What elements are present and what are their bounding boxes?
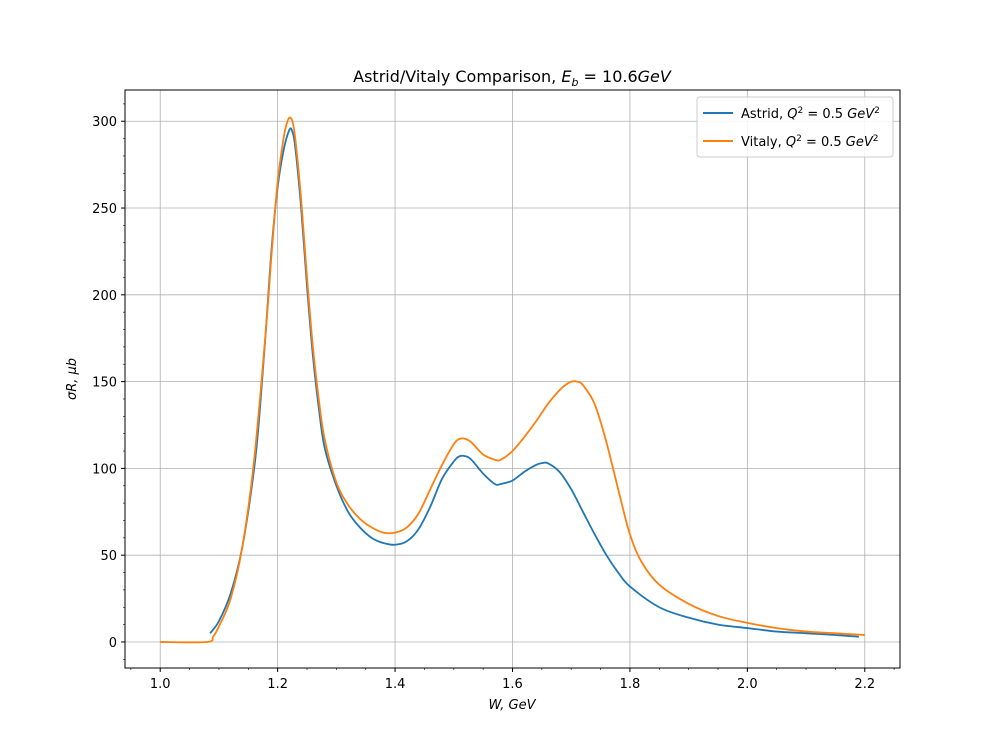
x-tick-label: 1.8 (620, 677, 641, 692)
y-tick-label: 150 (92, 376, 117, 391)
series-line-vitaly (160, 116, 865, 644)
y-tick-label: 50 (100, 549, 117, 564)
x-tick-label: 1.6 (502, 677, 523, 692)
x-axis-label: W, GeV (488, 698, 536, 713)
legend-entry-vitaly: Vitaly, Q2 = 0.5 GeV2 (741, 134, 879, 150)
x-tick-label: 1.0 (150, 677, 171, 692)
x-tick-label: 1.2 (267, 677, 288, 692)
y-axis-label: σR, μb (65, 358, 80, 400)
legend-box (696, 96, 894, 158)
chart-title: Astrid/Vitaly Comparison, Eb = 10.6GeV (353, 67, 672, 89)
y-tick-label: 0 (109, 636, 117, 651)
chart-title-prefix: Astrid/Vitaly Comparison, (353, 67, 561, 86)
y-tick-label: 250 (92, 202, 117, 217)
x-tick-label: 2.0 (737, 677, 758, 692)
series-line-astrid (209, 127, 859, 638)
y-tick-label: 200 (92, 289, 117, 304)
y-tick-label: 300 (92, 115, 117, 130)
legend-entry-astrid: Astrid, Q2 = 0.5 GeV2 (741, 106, 880, 122)
grid (125, 90, 900, 668)
y-tick-label: 100 (92, 462, 117, 477)
x-tick-label: 2.2 (854, 677, 875, 692)
x-tick-label: 1.4 (385, 677, 406, 692)
series-lines (160, 116, 865, 644)
legend: Astrid, Q2 = 0.5 GeV2 Vitaly, Q2 = 0.5 G… (696, 96, 894, 158)
axis-ticks: 1.0 1.2 1.4 1.6 1.8 2.0 2.2 0 50 100 150 200 250 300 (92, 103, 895, 692)
